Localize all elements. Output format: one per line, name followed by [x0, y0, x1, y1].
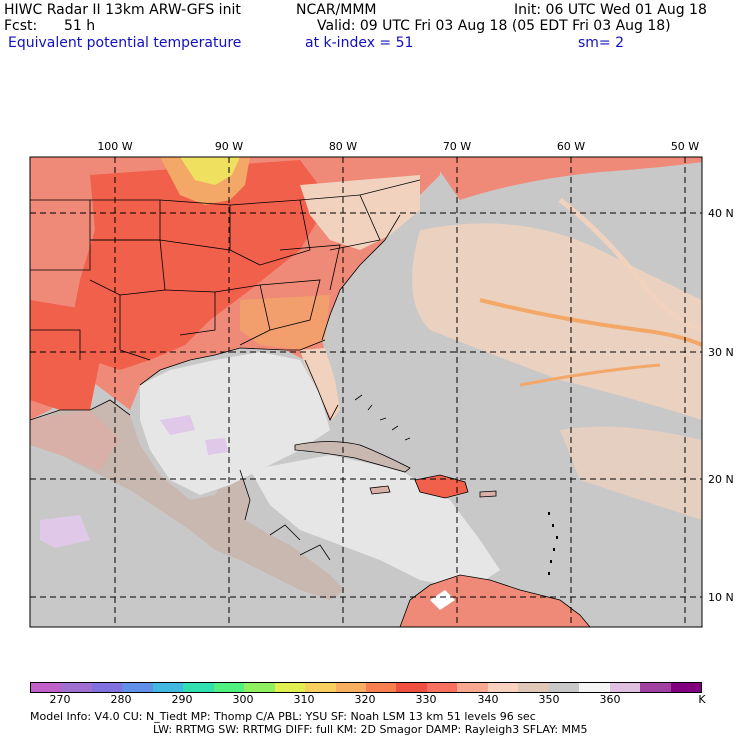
color-swatch [244, 683, 275, 692]
color-swatch [609, 683, 641, 692]
lat-label-10n: 10 N [708, 591, 734, 604]
moisture-streak [519, 363, 661, 387]
color-swatch [335, 683, 366, 692]
mexico-north [30, 410, 120, 470]
scale-unit-label: K [698, 693, 706, 706]
valid-time: Valid: 09 UTC Fri 03 Aug 18 (05 EDT Fri … [317, 18, 671, 34]
model-title: HIWC Radar II 13km ARW-GFS init [4, 2, 241, 18]
gulf-of-mexico [140, 352, 330, 495]
color-swatch [91, 683, 123, 692]
smoothing-label: sm= 2 [578, 35, 625, 51]
map-frame [29, 156, 703, 628]
scale-label: 300 [232, 693, 254, 706]
lat-label-40n: 40 N [708, 207, 734, 220]
lat-lon-grid [30, 157, 702, 627]
dry-patch [160, 415, 195, 435]
southeast-region [240, 295, 330, 350]
midwest-hot-core [180, 157, 240, 185]
forecast-hour: 51 h [64, 18, 96, 34]
color-swatch [396, 683, 427, 692]
lake-maracaibo [430, 590, 455, 610]
color-swatch [518, 683, 549, 692]
south-america [399, 574, 591, 627]
color-swatch [579, 683, 610, 692]
color-swatch [640, 683, 671, 692]
north-atlantic-warm-band [430, 157, 702, 200]
scale-label: 360 [599, 693, 621, 706]
scale-label: 350 [538, 693, 560, 706]
caribbean-sea [250, 455, 500, 590]
moisture-streak [479, 298, 702, 347]
scale-label: 280 [110, 693, 132, 706]
lon-label-90w: 90 W [215, 140, 243, 153]
color-swatch [31, 683, 62, 692]
cuba [294, 441, 411, 473]
color-swatch [213, 683, 245, 692]
hispaniola [414, 474, 469, 499]
scale-label: 320 [354, 693, 376, 706]
level-label: at k-index = 51 [305, 35, 414, 51]
lesser-antilles [548, 512, 558, 575]
lon-label-60w: 60 W [557, 140, 585, 153]
political-borders [30, 157, 440, 561]
moisture-streak [558, 198, 702, 333]
dry-patch [205, 438, 228, 455]
field-name: Equivalent potential temperature [8, 35, 242, 51]
lat-label-30n: 30 N [708, 346, 734, 359]
atlantic-warm-region-south [560, 426, 702, 520]
color-swatch [122, 683, 153, 692]
init-time: Init: 06 UTC Wed 01 Aug 18 [514, 2, 707, 18]
color-swatch [670, 683, 701, 692]
atlantic-warm-region [412, 223, 702, 420]
florida-region [300, 348, 340, 420]
scale-label: 330 [415, 693, 437, 706]
model-info-line1: Model Info: V4.0 CU: N_Tiedt MP: Thomp C… [30, 710, 536, 723]
dry-patch [40, 515, 90, 548]
color-swatch [426, 683, 458, 692]
jamaica [369, 485, 391, 495]
lon-label-100w: 100 W [97, 140, 132, 153]
color-swatch [305, 683, 336, 692]
puerto-rico [479, 490, 497, 498]
forecast-map: 100 W 90 W 80 W 70 W 60 W 50 W 40 N 30 N… [29, 140, 734, 628]
color-swatch [274, 683, 306, 692]
scale-label: 310 [293, 693, 315, 706]
southwest-hot-region [30, 300, 100, 410]
color-swatch [457, 683, 488, 692]
forecast-label: Fcst: [4, 18, 38, 34]
org-label: NCAR/MMM [296, 2, 377, 18]
color-swatch [548, 683, 580, 692]
bahamas [354, 394, 411, 441]
lon-label-80w: 80 W [329, 140, 357, 153]
lon-label-50w: 50 W [671, 140, 699, 153]
color-swatch [61, 683, 92, 692]
lon-label-70w: 70 W [443, 140, 471, 153]
color-swatch [152, 683, 184, 692]
color-swatch [183, 683, 214, 692]
color-swatch [487, 683, 519, 692]
scale-label: 270 [49, 693, 71, 706]
color-scale-bar [30, 682, 702, 693]
scale-label: 290 [171, 693, 193, 706]
scale-label: 340 [477, 693, 499, 706]
lat-label-20n: 20 N [708, 473, 734, 486]
color-swatch [365, 683, 397, 692]
model-info-line2: LW: RRTMG SW: RRTMG DIFF: full KM: 2D Sm… [153, 723, 588, 736]
